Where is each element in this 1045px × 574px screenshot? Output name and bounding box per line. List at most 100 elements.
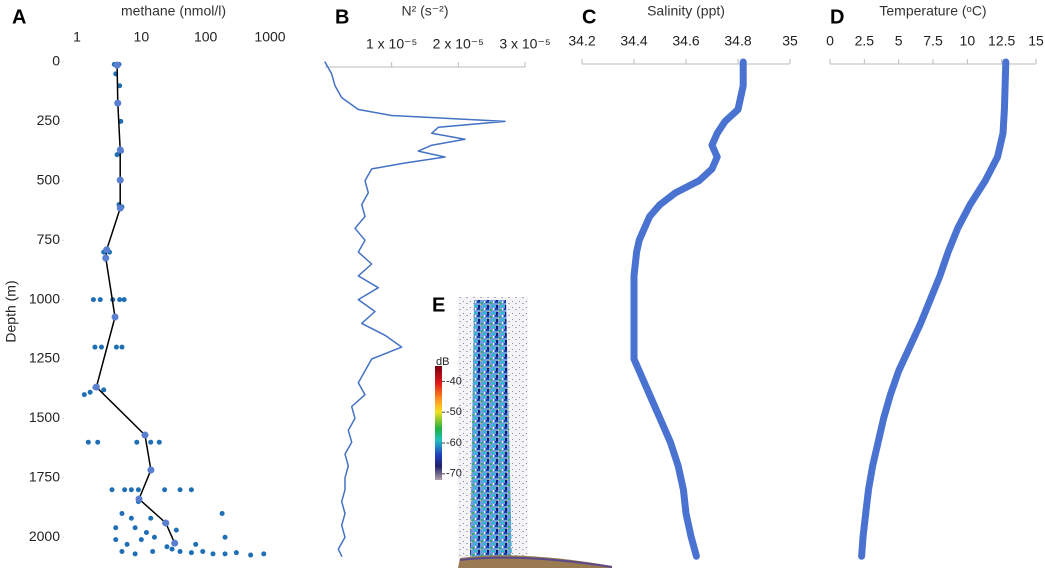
- data-point: [113, 537, 119, 543]
- x-tick-label: 10: [134, 29, 150, 45]
- data-point: [119, 344, 125, 350]
- y-tick-label: 1500: [29, 409, 60, 425]
- data-point: [150, 548, 156, 554]
- data-point: [119, 548, 125, 554]
- y-tick-label: 250: [37, 112, 61, 128]
- data-point: [116, 176, 124, 184]
- y-axis-title: Depth (m): [3, 280, 19, 342]
- x-tick-label: 1 x 10⁻⁵: [366, 36, 417, 52]
- x-tick-label: 100: [194, 29, 218, 45]
- x-tick-label: 2 x 10⁻⁵: [433, 36, 484, 52]
- x-tick-label: 7.5: [923, 33, 943, 49]
- data-point: [222, 551, 228, 557]
- data-point: [117, 297, 123, 303]
- profile-line: [324, 61, 506, 557]
- data-point: [95, 439, 101, 445]
- data-point: [148, 439, 154, 445]
- data-point: [92, 383, 100, 391]
- x-tick-label: 2.5: [855, 33, 875, 49]
- data-point: [92, 344, 98, 350]
- data-point: [193, 541, 199, 547]
- data-point: [171, 539, 179, 547]
- data-point: [81, 392, 87, 398]
- colorbar-tick-label: -60: [446, 437, 462, 449]
- data-point: [114, 152, 120, 158]
- data-point: [151, 534, 157, 540]
- data-point: [114, 99, 122, 107]
- colorbar-tick-label: -70: [446, 468, 462, 480]
- data-point: [177, 487, 183, 493]
- data-point: [141, 431, 149, 439]
- x-axis-title: Salinity (ppt): [647, 3, 725, 19]
- data-point: [118, 118, 124, 124]
- profile-line: [630, 58, 747, 560]
- x-tick-label: 12.5: [988, 33, 1015, 49]
- data-point: [97, 297, 103, 303]
- data-point: [219, 510, 225, 516]
- data-point: [111, 313, 119, 321]
- x-tick-label: 5: [895, 33, 903, 49]
- data-point: [177, 548, 183, 554]
- data-point: [132, 551, 138, 557]
- data-point: [138, 537, 144, 543]
- data-point: [98, 344, 104, 350]
- panel-label: B: [335, 6, 349, 28]
- data-point: [162, 487, 168, 493]
- colorbar-tick-label: -40: [446, 375, 462, 387]
- data-point: [124, 541, 130, 547]
- data-point: [128, 515, 134, 521]
- data-point: [117, 83, 123, 89]
- colorbar-tick-label: -50: [446, 406, 462, 418]
- x-tick-label: 1000: [254, 29, 285, 45]
- data-point: [156, 439, 162, 445]
- y-tick-label: 1000: [29, 290, 60, 306]
- x-tick-label: 0: [826, 33, 834, 49]
- data-point: [134, 439, 140, 445]
- x-tick-label: 34.8: [724, 33, 751, 49]
- x-tick-label: 10: [960, 33, 976, 49]
- data-point: [143, 529, 149, 535]
- y-tick-label: 500: [37, 172, 61, 188]
- panel-label: E: [432, 294, 445, 316]
- data-point: [85, 439, 91, 445]
- profile-line: [858, 58, 1010, 560]
- colorbar-title: dB: [436, 356, 449, 368]
- data-point: [113, 344, 119, 350]
- data-point: [109, 487, 115, 493]
- x-axis-title: methane (nmol/l): [121, 3, 226, 19]
- y-tick-label: 0: [52, 53, 60, 69]
- data-point: [119, 510, 125, 516]
- x-axis-title: N² (s⁻²): [401, 3, 448, 19]
- data-point: [169, 546, 175, 552]
- data-point: [188, 487, 194, 493]
- data-point: [147, 466, 155, 474]
- data-point: [90, 297, 96, 303]
- data-point: [122, 487, 128, 493]
- data-point: [188, 550, 194, 556]
- data-point: [113, 525, 119, 531]
- data-point: [162, 519, 170, 527]
- x-tick-label: 34.6: [672, 33, 699, 49]
- x-tick-label: 35: [782, 33, 798, 49]
- echogram-image: [435, 297, 613, 568]
- data-point: [135, 487, 141, 493]
- x-tick-label: 34.4: [620, 33, 647, 49]
- data-point: [135, 495, 143, 503]
- x-axis-title: Temperature (ᵒC): [879, 3, 986, 19]
- data-point: [173, 527, 179, 533]
- data-point: [132, 525, 138, 531]
- data-point: [121, 297, 127, 303]
- data-point: [102, 254, 110, 262]
- y-tick-label: 2000: [29, 528, 60, 544]
- x-tick-label: 3 x 10⁻⁵: [499, 36, 550, 52]
- data-point: [210, 551, 216, 557]
- data-point: [128, 487, 134, 493]
- panel-label: D: [830, 6, 844, 28]
- x-tick-label: 15: [1028, 33, 1044, 49]
- x-tick-label: 1: [73, 29, 81, 45]
- y-tick-label: 1750: [29, 469, 60, 485]
- panel-label: A: [12, 6, 26, 28]
- data-point: [87, 389, 93, 395]
- data-point: [200, 548, 206, 554]
